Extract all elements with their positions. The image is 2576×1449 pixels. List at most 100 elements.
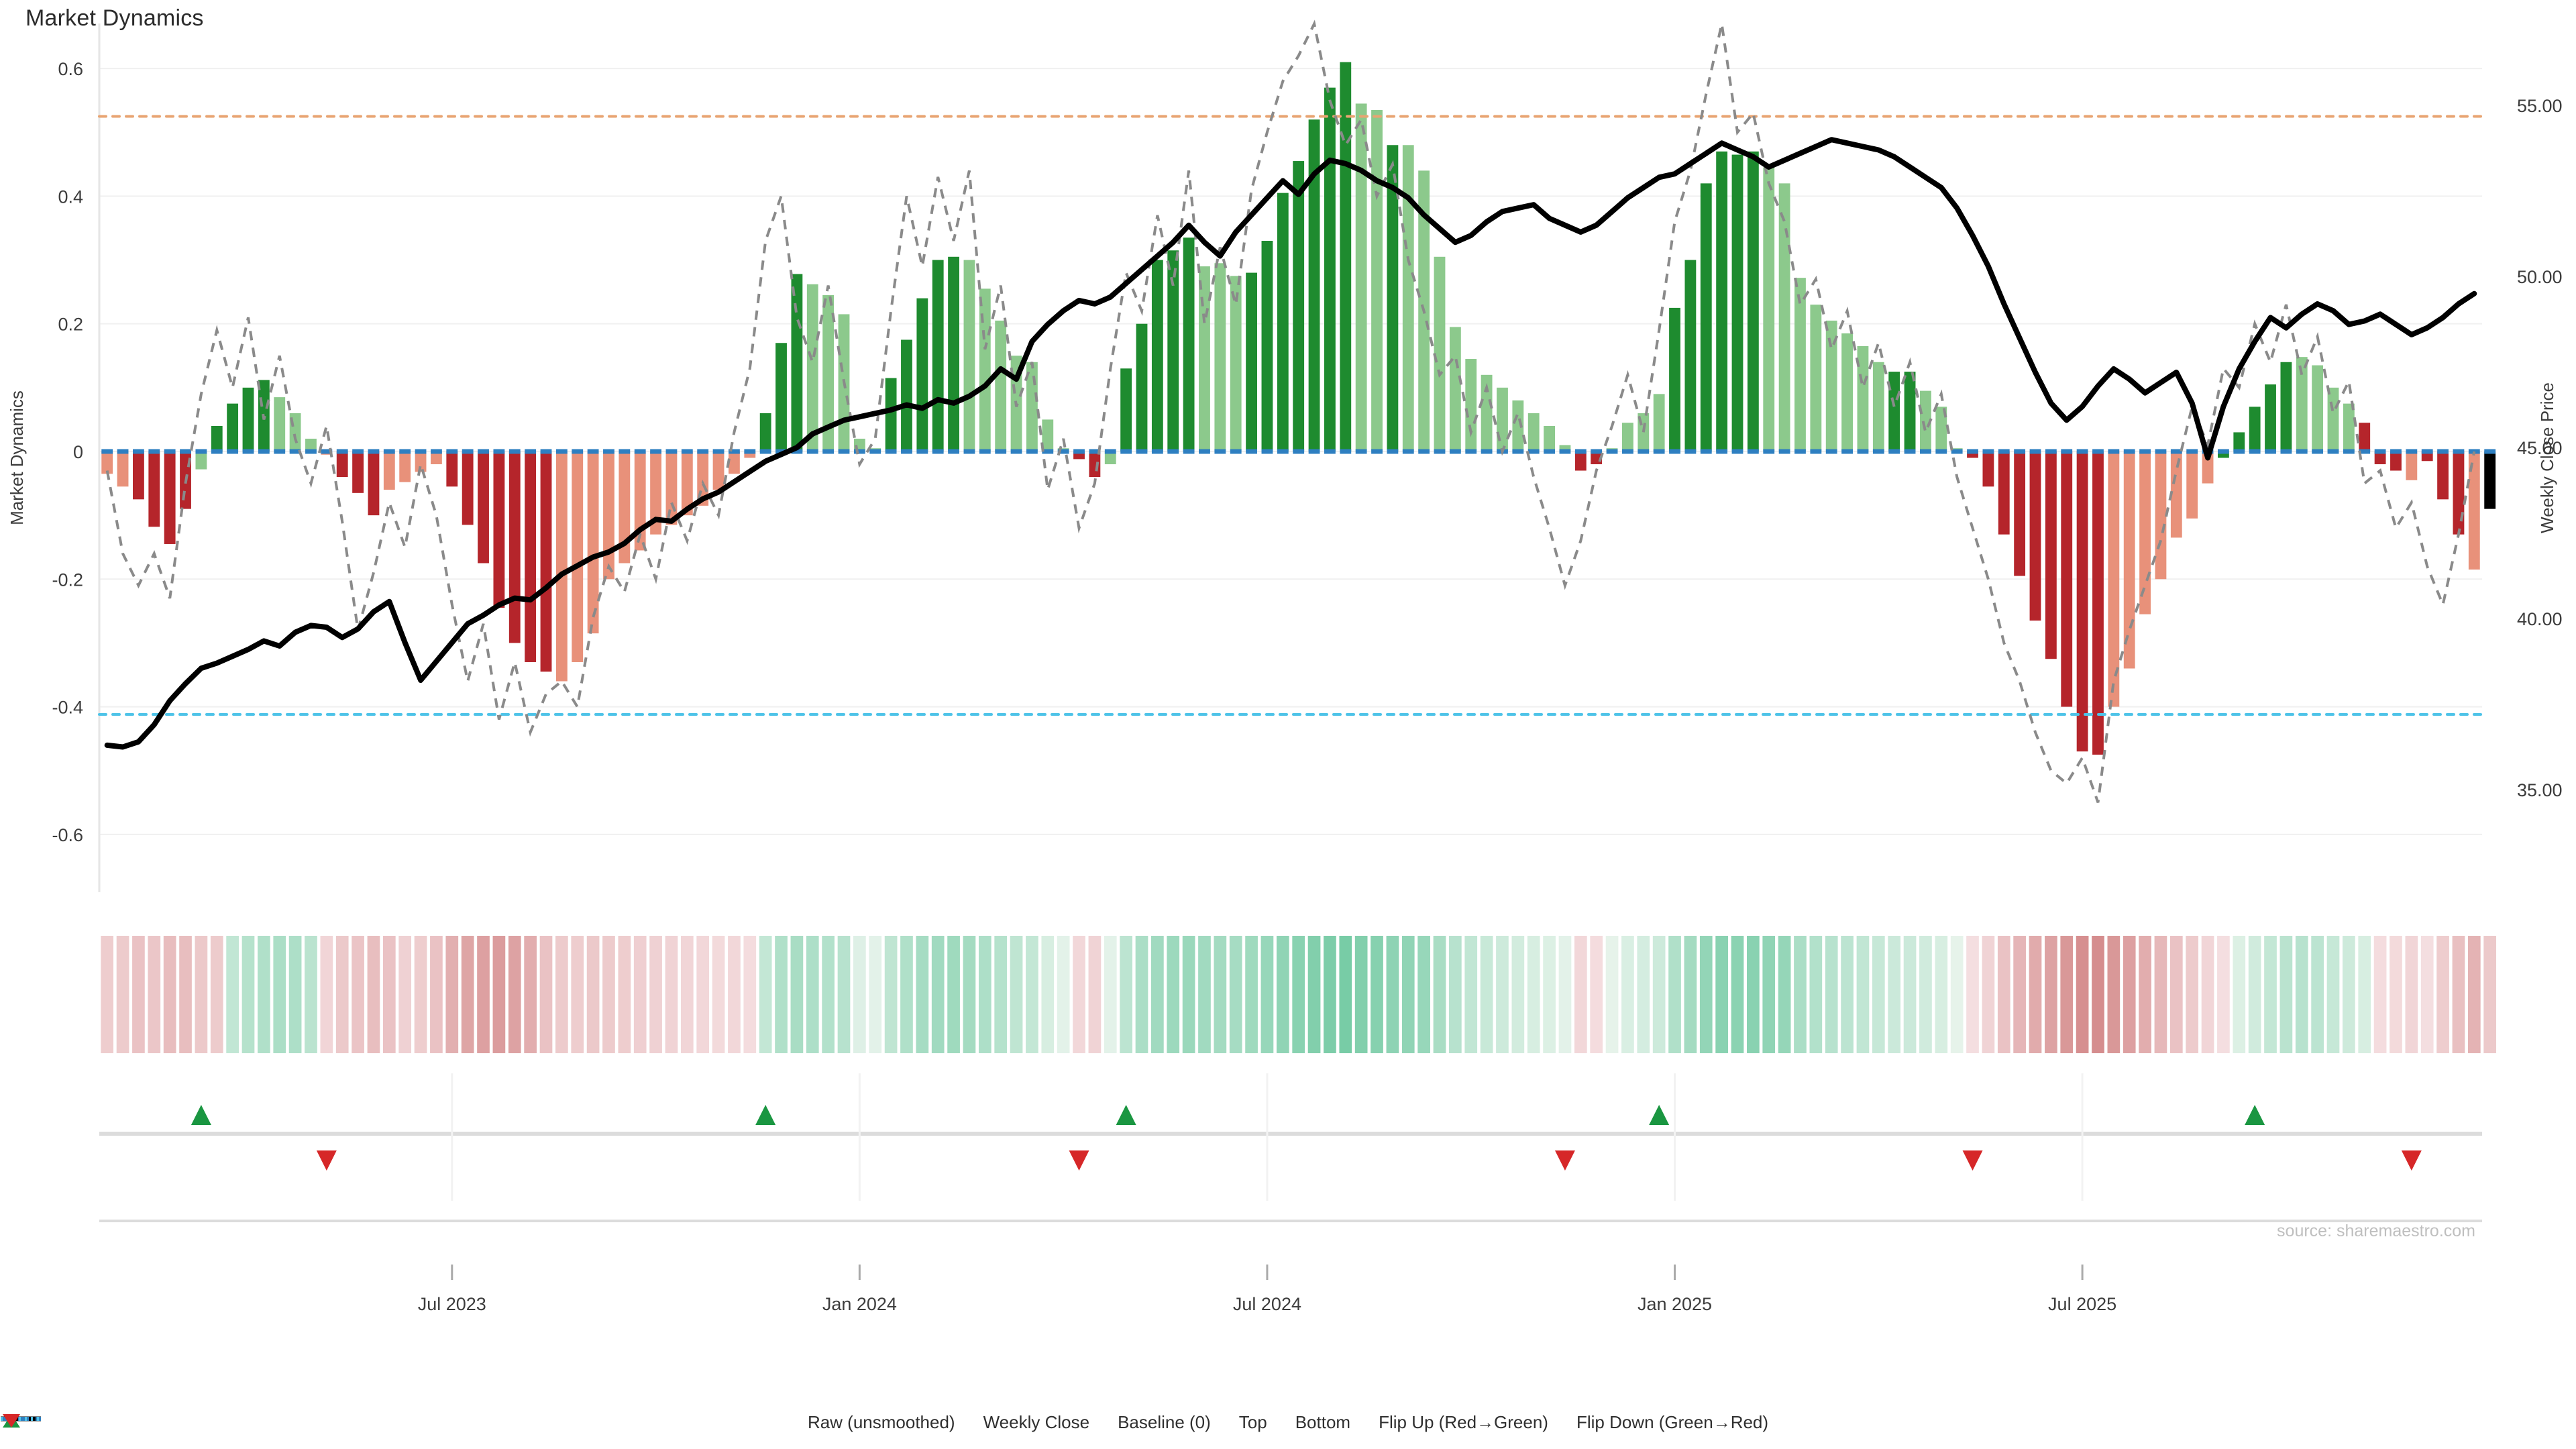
bar bbox=[2249, 407, 2261, 451]
bar bbox=[806, 284, 818, 451]
bar bbox=[775, 343, 787, 451]
heatmap-cell bbox=[1307, 936, 1321, 1053]
bar bbox=[2061, 451, 2073, 707]
heatmap-cell bbox=[1590, 936, 1603, 1053]
heatmap-cell bbox=[1527, 936, 1540, 1053]
heatmap-cell bbox=[195, 936, 208, 1053]
x-axis-tick-label: Jul 2023 bbox=[418, 1294, 486, 1314]
heatmap-cell bbox=[1292, 936, 1305, 1053]
legend-item[interactable]: Flip Down (Green→Red) bbox=[3, 1412, 1769, 1433]
bar bbox=[2155, 451, 2167, 580]
heatmap-cell bbox=[2045, 936, 2057, 1053]
bar bbox=[2029, 451, 2041, 621]
y-axis-tick-right: 40.00 bbox=[2517, 609, 2563, 629]
bar bbox=[2437, 451, 2449, 500]
heatmap-cell bbox=[2123, 936, 2136, 1053]
flip-up-marker[interactable] bbox=[1649, 1105, 1670, 1125]
legend-item[interactable]: Top bbox=[1, 1412, 1267, 1433]
heatmap-cell bbox=[1260, 936, 1274, 1053]
bar bbox=[1669, 307, 1680, 451]
heatmap-cell bbox=[1841, 936, 1854, 1053]
heatmap-cell bbox=[1214, 936, 1227, 1053]
flip-up-marker[interactable] bbox=[191, 1105, 211, 1125]
bar bbox=[2139, 451, 2151, 614]
legend-label: Flip Up (Red→Green) bbox=[1379, 1412, 1548, 1432]
heatmap-cell bbox=[398, 936, 412, 1053]
flip-down-marker[interactable] bbox=[2401, 1150, 2422, 1171]
legend-label: Weekly Close bbox=[983, 1412, 1090, 1432]
heatmap-cell bbox=[1245, 936, 1258, 1053]
legend-item[interactable]: Bottom bbox=[1, 1412, 1350, 1433]
bar bbox=[101, 451, 113, 474]
y-axis-tick-left: 0.4 bbox=[58, 186, 83, 207]
heatmap-cell bbox=[2013, 936, 2026, 1053]
legend-label: Flip Down (Green→Red) bbox=[1576, 1412, 1769, 1432]
legend-item[interactable]: Raw (unsmoothed) bbox=[1, 1412, 955, 1433]
y-axis-tick-left: 0.6 bbox=[58, 59, 83, 79]
flip-down-marker[interactable] bbox=[1069, 1150, 1089, 1171]
bar bbox=[2218, 451, 2229, 458]
bar bbox=[2280, 362, 2292, 451]
heatmap-cell bbox=[728, 936, 741, 1053]
heatmap-cell bbox=[775, 936, 788, 1053]
bar bbox=[681, 451, 693, 516]
heatmap-cell bbox=[1997, 936, 2010, 1053]
heatmap-cell bbox=[2169, 936, 2183, 1053]
bar bbox=[2123, 451, 2135, 669]
bar bbox=[211, 425, 223, 451]
bar bbox=[1340, 62, 1352, 451]
bar bbox=[1465, 359, 1477, 451]
heatmap-cell bbox=[524, 936, 537, 1053]
legend-triangle-down-icon bbox=[3, 1414, 20, 1428]
bar bbox=[1716, 151, 1728, 451]
flip-down-marker[interactable] bbox=[1554, 1150, 1575, 1171]
legend-item[interactable]: Flip Up (Red→Green) bbox=[3, 1412, 1548, 1433]
heatmap-cell bbox=[2358, 936, 2371, 1053]
flip-down-marker[interactable] bbox=[316, 1150, 337, 1171]
bar bbox=[415, 451, 427, 472]
heatmap-cell bbox=[1386, 936, 1399, 1053]
heatmap-cell bbox=[2420, 936, 2434, 1053]
heatmap-cell bbox=[869, 936, 882, 1053]
bar bbox=[1136, 323, 1148, 451]
bar bbox=[2390, 451, 2402, 471]
legend-item[interactable]: Baseline (0) bbox=[1, 1412, 1211, 1433]
heatmap-cell bbox=[163, 936, 176, 1053]
flip-up-marker[interactable] bbox=[755, 1105, 776, 1125]
heatmap-cell bbox=[1558, 936, 1572, 1053]
bar bbox=[446, 451, 458, 487]
heatmap-cell bbox=[2436, 936, 2449, 1053]
bar bbox=[1402, 145, 1414, 451]
heatmap-cell bbox=[1637, 936, 1650, 1053]
heatmap-cell bbox=[101, 936, 114, 1053]
flip-up-marker[interactable] bbox=[2245, 1105, 2265, 1125]
bar bbox=[1747, 151, 1759, 451]
bar bbox=[2202, 451, 2214, 484]
heatmap-cell bbox=[2405, 936, 2418, 1053]
bar bbox=[901, 339, 912, 451]
heatmap-cell bbox=[696, 936, 710, 1053]
bar bbox=[1544, 425, 1555, 451]
bar bbox=[1888, 372, 1900, 451]
heatmap-cell bbox=[1684, 936, 1697, 1053]
flip-down-marker[interactable] bbox=[1962, 1150, 1983, 1171]
heatmap-cell bbox=[258, 936, 270, 1053]
heatmap-cell bbox=[2264, 936, 2277, 1053]
y-axis-title-left: Market Dynamics bbox=[7, 390, 27, 525]
page-title: Market Dynamics bbox=[25, 5, 204, 31]
bar bbox=[587, 451, 599, 634]
bar bbox=[729, 451, 740, 474]
bar bbox=[1183, 237, 1195, 451]
legend-item[interactable]: Weekly Close bbox=[1, 1412, 1090, 1433]
bar bbox=[1920, 390, 1931, 451]
bar bbox=[227, 403, 239, 451]
flip-up-marker[interactable] bbox=[1116, 1105, 1136, 1125]
heatmap-cell bbox=[2279, 936, 2293, 1053]
source-attribution: source: sharemaestro.com bbox=[2277, 1222, 2475, 1240]
bar bbox=[665, 451, 678, 525]
raw-unsmoothed-line bbox=[105, 19, 2476, 803]
bar bbox=[2170, 451, 2182, 538]
heatmap-cell bbox=[226, 936, 239, 1053]
bar bbox=[1967, 451, 1978, 458]
heatmap-cell bbox=[2107, 936, 2121, 1053]
